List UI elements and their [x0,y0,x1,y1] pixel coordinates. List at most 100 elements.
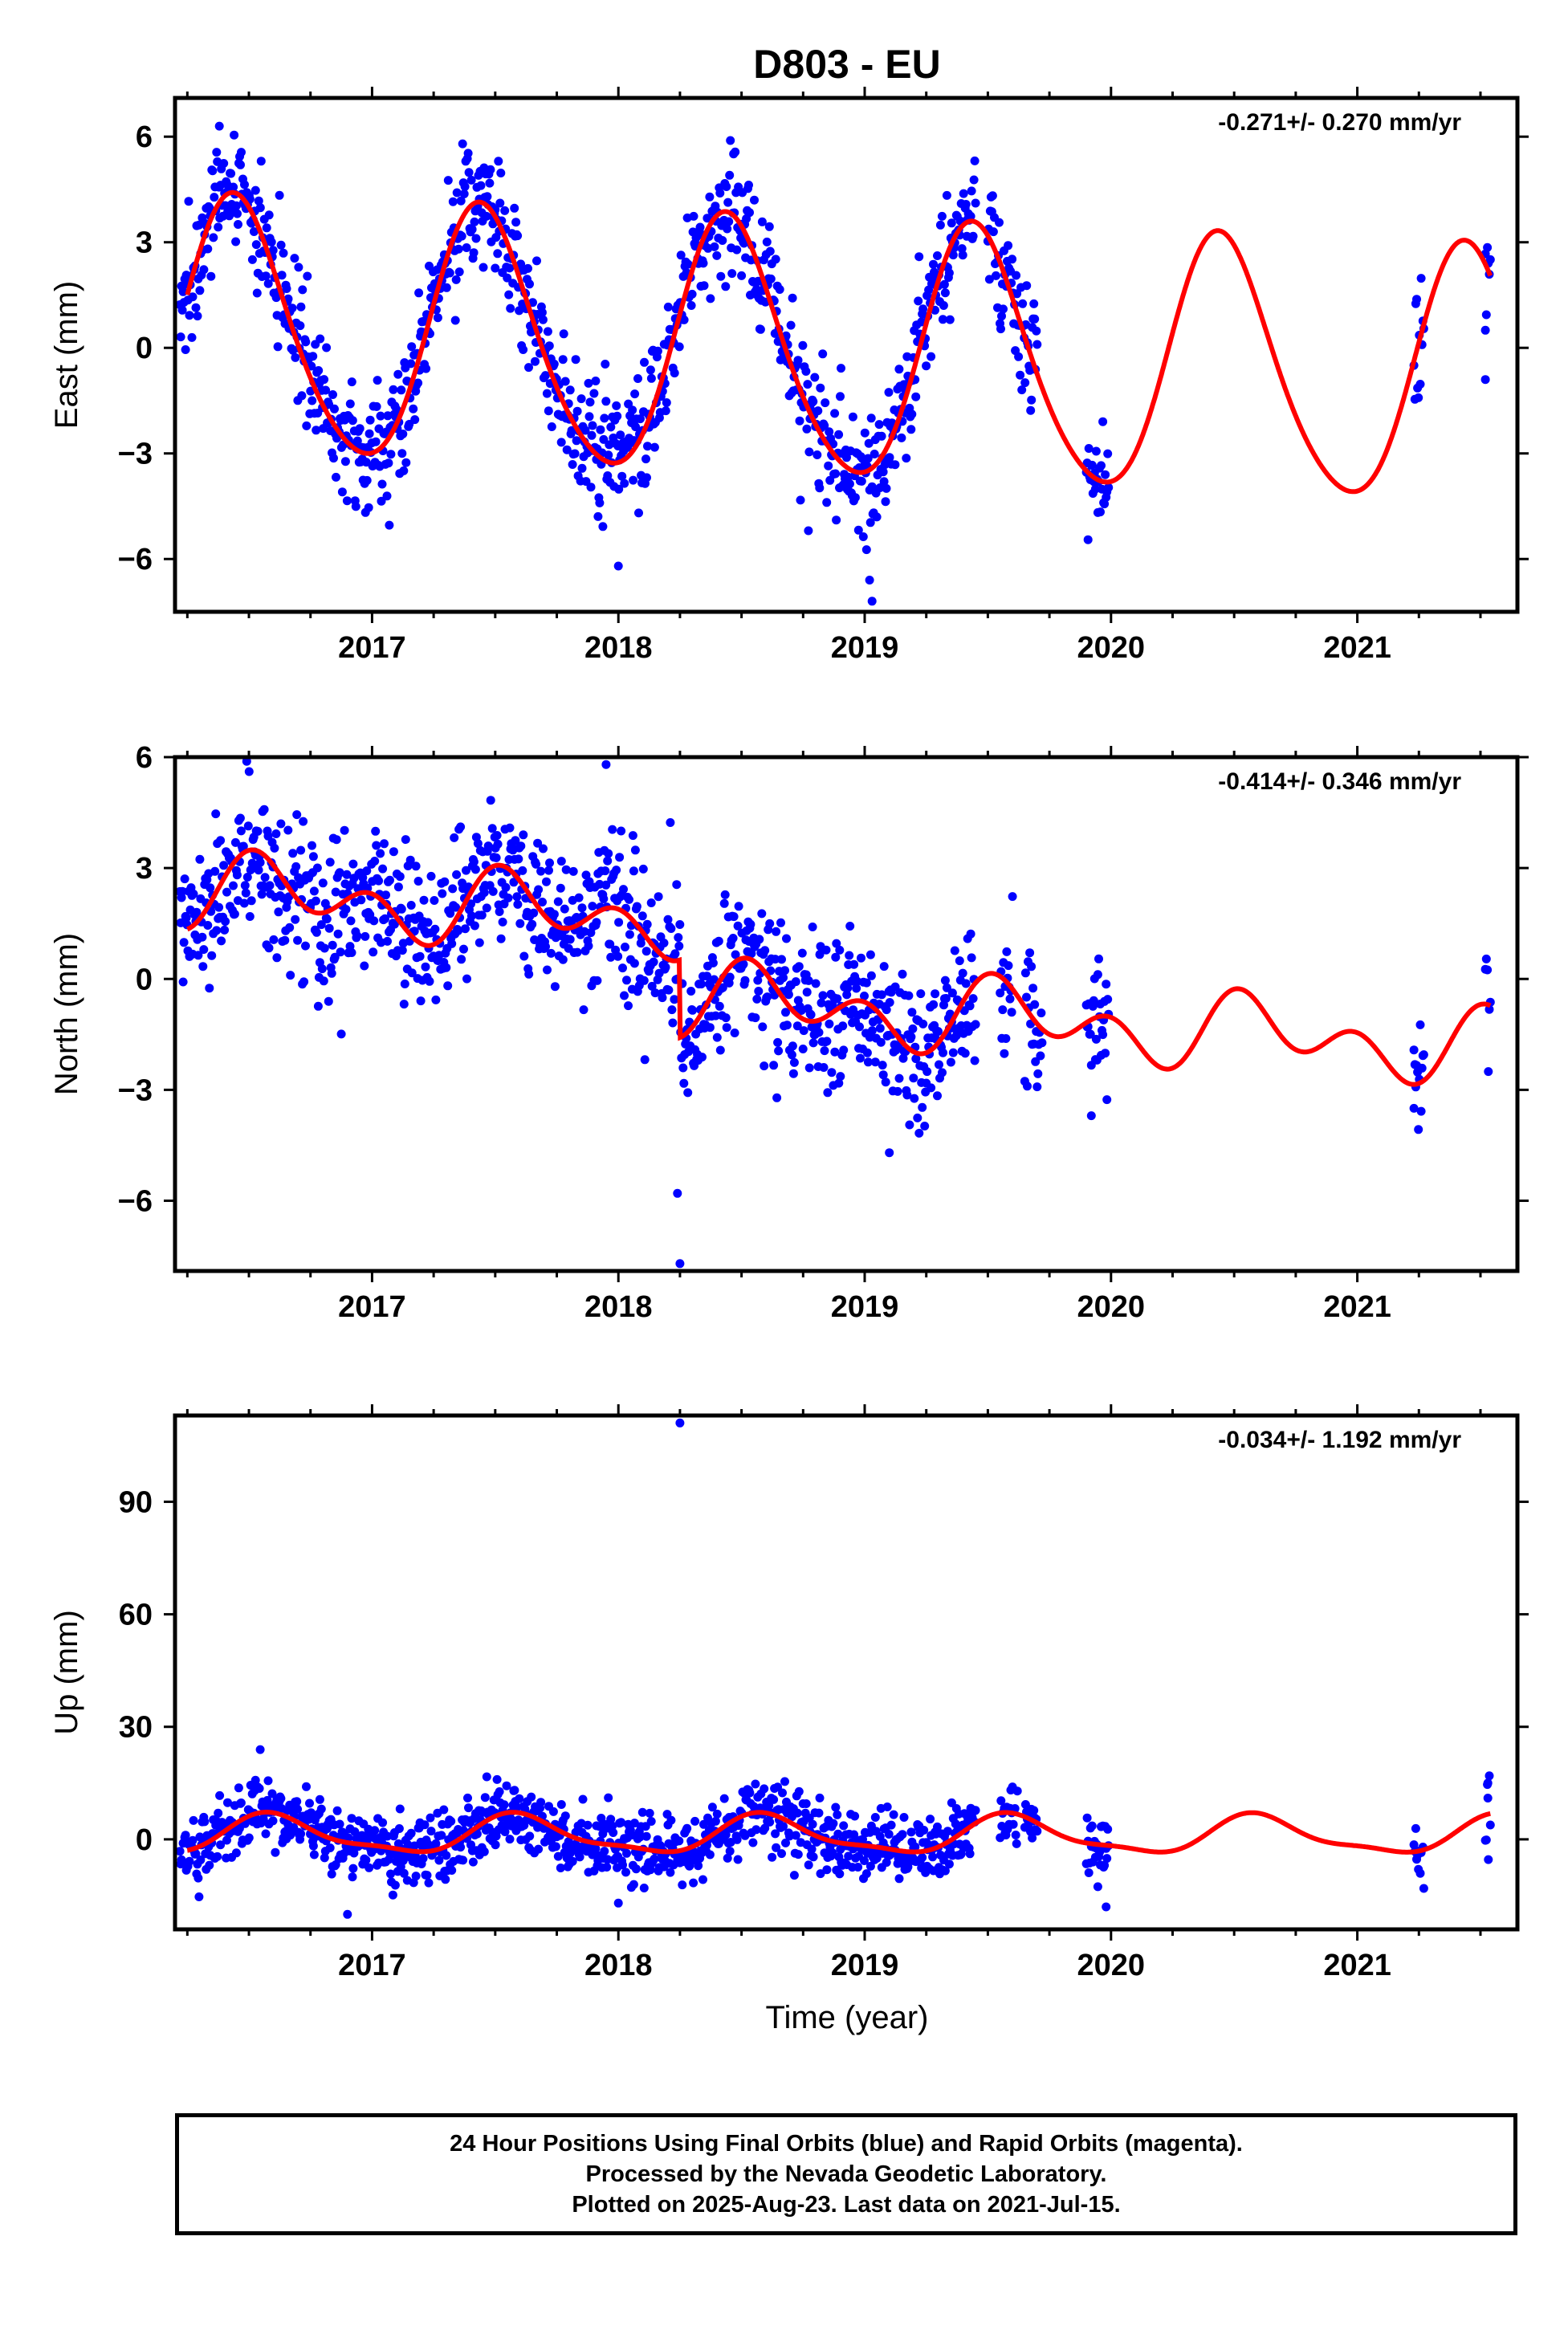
data-point [219,159,229,168]
data-point [929,1000,939,1009]
data-point [1022,992,1031,1002]
data-point [407,342,417,352]
data-point [907,1008,917,1017]
data-point [377,496,386,506]
data-point [411,862,421,871]
data-point [421,962,430,972]
data-point [739,238,749,248]
data-point [556,1800,566,1809]
data-point [1087,1821,1097,1831]
y-tick-label: 30 [119,1711,153,1745]
data-point [664,985,674,995]
data-point [988,191,997,201]
y-axis-label-up: Up (mm) [49,1610,84,1735]
x-tick-label: 2020 [1077,1290,1146,1324]
data-point [208,166,218,176]
data-point [780,1777,789,1786]
data-point [570,449,580,458]
data-point [216,1840,226,1850]
data-point [666,818,675,827]
data-point [452,870,462,879]
data-point [511,218,521,227]
data-point [694,1861,703,1871]
data-point [947,988,957,998]
data-point [905,1120,914,1130]
data-point [960,1049,970,1058]
y-tick-label: 60 [119,1599,153,1632]
data-point [886,1820,896,1830]
data-point [641,1831,651,1841]
data-point [274,907,283,917]
data-point [324,996,333,1006]
data-point [212,148,222,157]
data-point [463,149,473,158]
data-point [263,831,273,841]
data-point [1485,1004,1494,1014]
data-point [495,198,505,208]
data-point [966,929,975,939]
data-point [658,993,667,1003]
data-point [474,938,484,947]
data-point [914,1128,924,1138]
data-point [534,1844,544,1854]
data-point [263,279,273,288]
data-point [723,1853,732,1863]
data-point [349,1848,359,1858]
data-point [958,968,967,978]
data-point [320,375,329,385]
data-point [365,415,375,425]
data-point [288,849,298,858]
y-tick-label: 3 [136,852,153,886]
data-point [268,246,278,255]
data-point [1102,1854,1112,1864]
data-point [861,1869,871,1879]
data-point [757,909,767,919]
data-point [270,843,279,853]
data-point [822,1037,832,1046]
data-point [794,962,804,972]
data-point [372,841,381,850]
data-point [850,493,860,503]
data-point [777,955,786,964]
data-point [544,406,553,416]
data-point [178,977,188,987]
data-point [1094,954,1103,963]
data-point [751,1013,760,1023]
data-point [285,923,295,932]
data-point [968,994,978,1004]
data-point [792,1021,802,1031]
data-point [674,941,684,951]
data-point [629,1880,638,1889]
data-point [210,866,220,876]
data-point [335,1819,344,1829]
data-point [541,942,550,951]
data-point [1082,1813,1092,1823]
data-point [1484,1855,1493,1864]
data-point-outlier [675,1259,685,1269]
data-point [321,385,331,395]
data-point [451,902,461,912]
data-point [732,1835,742,1844]
footer-box: 24 Hour Positions Using Final Orbits (bl… [175,2113,1517,2235]
data-point [545,858,554,868]
data-point [676,251,686,260]
data-point [238,841,248,851]
data-point [857,476,866,486]
data-point [241,888,250,898]
data-point [967,186,976,196]
data-point [410,415,420,425]
data-point [808,1038,818,1048]
data-point [456,1843,466,1852]
data-point [939,301,948,310]
data-point [1481,310,1491,320]
data-point [525,1831,535,1841]
data-point [543,327,552,336]
data-point [604,1793,613,1802]
data-point [418,1854,428,1864]
data-point [195,286,205,295]
data-point [778,1788,787,1798]
data-point [524,969,534,979]
x-tick-label: 2018 [584,631,653,665]
data-point [734,902,743,911]
data-point [712,251,722,260]
